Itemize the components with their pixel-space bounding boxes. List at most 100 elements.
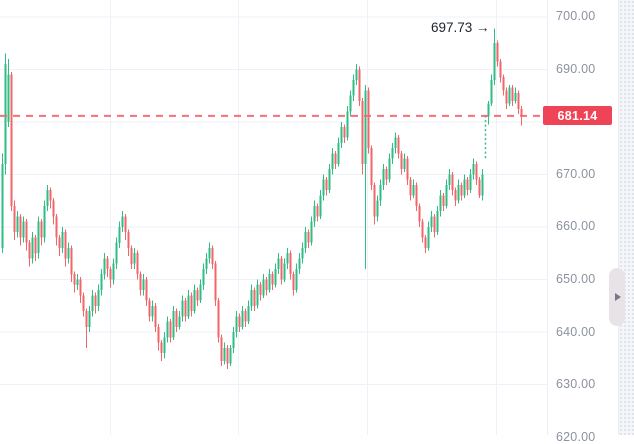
candle-body [508,87,511,104]
candle-body [244,311,247,322]
candle-body [145,279,148,301]
price-axis-label: 620.00 [556,429,596,444]
candle-body [505,90,508,104]
panel-toggle-button[interactable] [609,268,625,326]
candle-body [514,93,517,101]
candle-body [286,253,289,264]
candle-body [76,279,79,285]
price-axis[interactable]: 700.00 690.00 670.00 660.00 650.00 640.00 630.… [547,0,613,444]
candle-body [157,326,160,343]
candle-body [268,274,271,290]
candle-body [181,300,184,317]
candle-body [229,347,232,364]
candle-body [97,290,100,306]
candle-body [475,163,478,180]
candlestick-chart[interactable] [0,0,612,435]
candle-body [70,248,73,275]
candle-body [136,253,139,275]
candle-body [364,90,367,164]
price-axis-label: 650.00 [556,271,596,286]
candle-body [265,279,268,290]
candle-body [283,263,286,280]
candle-body [493,43,496,80]
candle-body [67,248,70,259]
candle-body [307,232,310,243]
candle-body [259,284,262,296]
candle-body [13,205,16,233]
price-axis-label: 700.00 [556,9,596,24]
candle-body [100,274,103,290]
candle-body [358,69,361,101]
candle-body [280,258,283,280]
candle-body [85,311,88,327]
candle-body [115,242,118,264]
candle-body [235,316,238,333]
candle-body [517,93,520,109]
strip-dotted-pattern [618,0,634,435]
candle-body [256,284,259,306]
candle-body [289,253,292,275]
candle-body [139,274,142,290]
candle-body [1,163,4,248]
candle-body [394,137,397,149]
candle-body [238,316,241,327]
candle-body [448,174,451,185]
candle-body [193,290,196,311]
candle-body [250,290,253,306]
candle-body [202,269,205,285]
candle-body [427,227,430,248]
candle-body [160,342,163,353]
candle-body [196,290,199,301]
candle-body [430,216,433,227]
candle-body [487,103,490,117]
candle-body [247,305,250,322]
candle-body [463,179,466,196]
candle-body [397,137,400,154]
candle-body [412,184,415,196]
candle-body [373,184,376,217]
candle-body [91,295,94,312]
candle-body [130,248,133,264]
candle-body [304,232,307,248]
candle-body [316,205,319,217]
candle-body [46,190,49,206]
candle-body [232,332,235,348]
candle-body [241,311,244,327]
candle-body [388,158,391,180]
candle-body [154,305,157,327]
candle-body [64,232,67,259]
candle-body [121,216,124,227]
candle-body [424,237,427,248]
candle-body [253,290,256,306]
candle-body [520,108,523,116]
candle-body [319,195,322,217]
candle-body [331,153,334,170]
candle-body [376,200,379,217]
candle-body [22,221,25,238]
candle-body [292,274,295,290]
candle-body [349,95,352,112]
candle-body [277,258,280,269]
candle-body [352,79,355,96]
candle-body [190,295,193,312]
candle-body [337,142,340,164]
candle-body [226,347,229,364]
candle-body [43,205,46,238]
right-arrow-icon [615,293,621,301]
candle-body [208,248,211,259]
candle-body [295,269,298,290]
candle-body [379,184,382,201]
candle-body [55,216,58,238]
last-price-label: 681.14 [557,108,598,123]
candle-body [361,100,364,164]
candle-body [166,321,169,338]
last-price-badge: 681.14 [543,106,612,126]
candle-body [385,169,388,180]
candle-body [82,295,85,312]
candle-body [346,111,349,138]
candle-body [262,279,265,296]
candle-body [481,174,484,196]
candle-body [172,311,175,338]
candle-body [205,258,208,269]
candle-body [10,74,13,206]
